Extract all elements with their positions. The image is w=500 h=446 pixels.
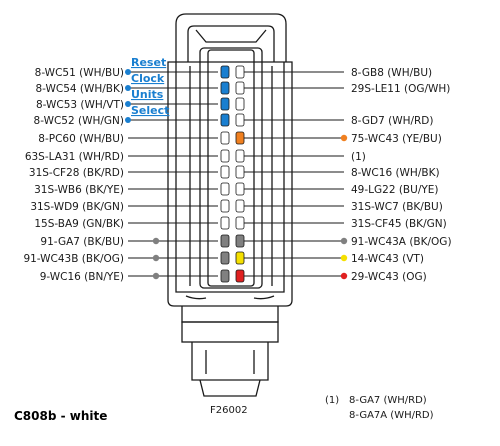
- right-pin-label: 31S-CF45 (BK/GN): [351, 218, 447, 230]
- right-pin-label: 75-WC43 (YE/BU): [351, 133, 442, 145]
- left-wire-dot: [152, 272, 160, 280]
- terminal-cell: [235, 65, 245, 79]
- terminal-cell: [235, 269, 245, 283]
- function-labels: Reset Clock Units Select: [125, 56, 169, 123]
- footnote-marker: (1): [325, 395, 339, 406]
- right-pin-label: 8-GB8 (WH/BU): [351, 67, 432, 79]
- terminal-cell: [220, 234, 230, 248]
- right-pin-label: 8-GD7 (WH/RD): [351, 115, 433, 127]
- left-pin-label: 9-WC16 (BN/YE): [40, 271, 124, 283]
- left-pin-label: 31S-CF28 (BK/RD): [29, 167, 124, 179]
- footnote: (1) 8-GA7 (WH/RD) 8-GA7A (WH/RD): [325, 395, 434, 421]
- terminal-cell: [235, 97, 245, 111]
- left-pin-label: 8-WC51 (WH/BU): [35, 67, 124, 79]
- terminal-cell: [235, 131, 245, 145]
- terminal-cell: [220, 113, 230, 127]
- left-pins: 8-WC51 (WH/BU) 8-WC54 (WH/BK) 8-WC53 (WH/V…: [23, 67, 218, 283]
- right-pin-label: 29-WC43 (OG): [351, 271, 427, 283]
- terminal-cell: [235, 81, 245, 95]
- figure-id: F26002: [210, 405, 248, 416]
- function-dot: [125, 117, 131, 123]
- function-dot: [125, 85, 131, 91]
- function-label: Reset: [131, 56, 166, 69]
- terminal-cell: [235, 149, 245, 163]
- terminal-cell: [220, 216, 230, 230]
- left-pin-label: 91-GA7 (BK/BU): [40, 236, 124, 248]
- right-pin-label: 91-WC43A (BK/OG): [351, 236, 452, 248]
- left-pin-label: 8-WC54 (WH/BK): [35, 83, 124, 95]
- right-pin-label: 29S-LE11 (OG/WH): [351, 83, 450, 95]
- left-pin-label: 8-WC52 (WH/GN): [34, 115, 124, 127]
- function-label: Select: [131, 104, 169, 117]
- terminal-cell: [220, 199, 230, 213]
- function-dot: [125, 69, 131, 75]
- right-pin-label: 8-WC16 (WH/BK): [351, 167, 440, 179]
- terminal-cell: [235, 113, 245, 127]
- function-dot: [125, 101, 131, 107]
- right-pin-label: (1): [351, 151, 366, 163]
- function-label: Units: [131, 88, 164, 101]
- terminal-cell: [220, 131, 230, 145]
- right-pin-label: 49-LG22 (BU/YE): [351, 184, 439, 196]
- terminal-cell: [235, 165, 245, 179]
- right-wire-dot: [340, 134, 348, 142]
- terminal-cell: [235, 251, 245, 265]
- left-pin-label: 15S-BA9 (GN/BK): [34, 218, 124, 230]
- terminal-cell: [220, 251, 230, 265]
- left-pin-label: 8-WC53 (WH/VT): [36, 99, 124, 111]
- terminal-cell: [220, 149, 230, 163]
- connector-housing: [167, 13, 293, 397]
- terminal-cell: [220, 182, 230, 196]
- right-wire-dot: [340, 237, 348, 245]
- left-pin-label: 31S-WB6 (BK/YE): [34, 184, 124, 196]
- terminal-cell: [235, 182, 245, 196]
- footnote-line-1: 8-GA7 (WH/RD): [349, 395, 427, 406]
- footnote-line-2: 8-GA7A (WH/RD): [349, 410, 434, 421]
- diagram-title: C808b - white: [14, 409, 107, 423]
- terminal-cell: [235, 199, 245, 213]
- left-pin-label: 31S-WD9 (BK/GN): [30, 201, 124, 213]
- terminal-cell: [235, 216, 245, 230]
- terminal-cells: [220, 65, 245, 283]
- terminal-cell: [220, 97, 230, 111]
- terminal-cell: [235, 234, 245, 248]
- right-pin-label: 31S-WC7 (BK/BU): [351, 201, 443, 213]
- terminal-cell: [220, 65, 230, 79]
- left-wire-dot: [152, 254, 160, 262]
- left-wire-dot: [152, 237, 160, 245]
- right-pins: 8-GB8 (WH/BU) 29S-LE11 (OG/WH) 8-GD7 (WH/R…: [244, 67, 452, 283]
- right-wire-dot: [340, 272, 348, 280]
- right-wire-dot: [340, 254, 348, 262]
- right-pin-label: 14-WC43 (VT): [351, 253, 424, 265]
- terminal-cell: [220, 269, 230, 283]
- left-pin-label: 63S-LA31 (WH/RD): [25, 151, 124, 163]
- left-pin-label: 91-WC43B (BK/OG): [23, 253, 124, 265]
- left-pin-label: 8-PC60 (WH/BU): [38, 133, 124, 145]
- function-label: Clock: [131, 72, 165, 85]
- terminal-cell: [220, 165, 230, 179]
- terminal-cell: [220, 81, 230, 95]
